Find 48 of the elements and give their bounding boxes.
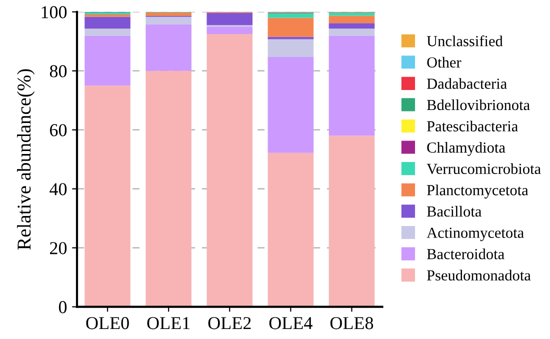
legend-label: Actinomycetota <box>426 228 524 242</box>
x-tick-label: OLE8 <box>330 317 374 330</box>
bar <box>328 28 375 36</box>
legend-label: Verrucomicrobiota <box>426 163 541 174</box>
legend-label: Bacteroidota <box>426 248 504 260</box>
bar <box>84 36 130 86</box>
legend-label: Bacillota <box>426 206 482 217</box>
bar <box>328 36 375 136</box>
y-tick-label: 60 <box>50 124 67 136</box>
bar <box>84 28 130 36</box>
x-tick-label: OLE2 <box>208 317 251 330</box>
x-tick-label: OLE4 <box>269 317 312 330</box>
bar <box>268 56 314 153</box>
y-tick-label: 20 <box>50 242 67 254</box>
bar <box>84 12 130 15</box>
bar <box>268 152 314 307</box>
legend-label: Unclassified <box>426 35 503 46</box>
bar <box>268 36 314 40</box>
bar <box>146 16 192 24</box>
bar <box>206 34 253 307</box>
x-tick-label: OLE0 <box>86 317 129 330</box>
bar <box>268 13 314 18</box>
y-tick-label: 100 <box>42 6 67 18</box>
bar <box>206 12 253 26</box>
y-tick-label: 80 <box>50 65 67 78</box>
y-tick-label: 40 <box>50 183 67 196</box>
y-tick-label: 0 <box>58 301 67 314</box>
bar <box>146 24 192 71</box>
legend-label: Bdellovibrionota <box>426 99 530 110</box>
bar <box>328 136 375 307</box>
bar <box>146 12 192 16</box>
bar <box>146 70 192 307</box>
legend-label: Other <box>427 56 462 68</box>
bar <box>268 39 314 57</box>
legend-label: Chlamydiota <box>427 142 506 156</box>
bar <box>328 23 375 29</box>
bar <box>328 16 375 24</box>
legend-label: Planctomycetota <box>426 184 528 198</box>
y-axis-title: Relative abundance(%) <box>17 69 35 250</box>
bar <box>206 26 253 34</box>
bar <box>84 86 130 307</box>
x-tick-label: OLE1 <box>147 317 190 330</box>
bar <box>84 16 130 29</box>
legend-label: Patescibacteria <box>426 120 518 132</box>
bar <box>268 18 314 37</box>
legend-label: Dadabacteria <box>426 78 507 89</box>
legend-label: Pseudomonadota <box>426 270 531 281</box>
bar <box>328 12 375 16</box>
